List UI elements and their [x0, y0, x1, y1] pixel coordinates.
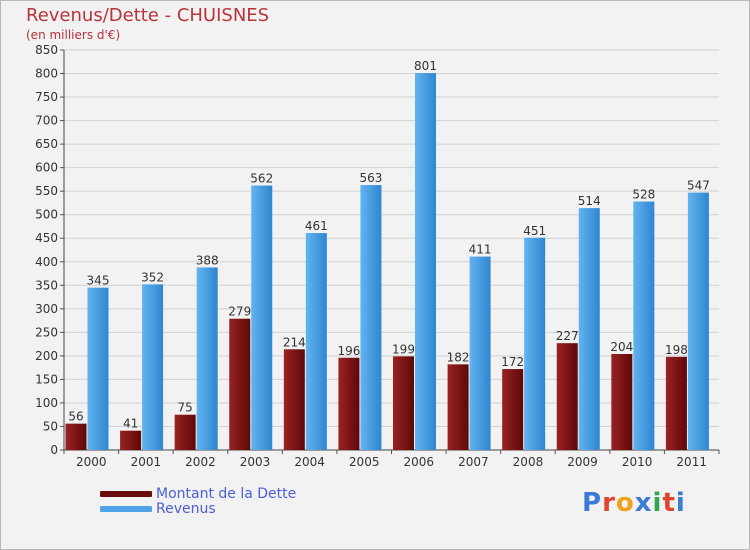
legend-label-dette: Montant de la Dette: [156, 485, 297, 502]
x-tick-label: 2009: [567, 455, 598, 469]
data-label-dette: 227: [556, 329, 579, 343]
data-label-dette: 75: [178, 401, 193, 415]
bar-dette: [665, 356, 687, 450]
y-tick-label: 50: [43, 419, 58, 433]
data-label-dette: 198: [665, 343, 688, 357]
logo-letter: r: [602, 488, 616, 518]
legend-item-revenus: Revenus: [100, 500, 296, 517]
y-tick-label: 200: [35, 349, 58, 363]
data-label-revenus: 461: [305, 219, 328, 233]
x-tick-label: 2000: [76, 455, 107, 469]
x-tick-label: 2001: [131, 455, 162, 469]
logo-letter: P: [582, 488, 603, 518]
y-tick-label: 100: [35, 396, 58, 410]
data-label-dette: 204: [610, 340, 633, 354]
x-tick-label: 2008: [513, 455, 544, 469]
y-tick-label: 400: [35, 255, 58, 269]
x-tick-label: 2010: [622, 455, 653, 469]
bar-dette: [65, 423, 87, 450]
data-label-dette: 182: [447, 350, 470, 364]
logo-letter: t: [662, 488, 676, 518]
data-label-dette: 199: [392, 342, 415, 356]
proxiti-logo[interactable]: Proxiti: [582, 488, 686, 518]
legend-swatch-dette: [100, 490, 152, 497]
data-label-revenus: 547: [687, 179, 710, 193]
logo-letter: x: [634, 488, 653, 518]
bar-dette: [393, 356, 414, 450]
bar-revenus: [415, 73, 436, 450]
chart-title: Revenus/Dette - CHUISNES: [26, 5, 270, 26]
bar-dette: [229, 318, 251, 450]
data-label-dette: 56: [68, 410, 83, 424]
bar-dette: [556, 343, 578, 450]
logo-letter: i: [675, 488, 686, 518]
chart-subtitle: (en milliers d'€): [26, 28, 121, 42]
y-tick-label: 650: [35, 137, 58, 151]
x-tick-label: 2002: [185, 455, 216, 469]
y-tick-label: 850: [35, 43, 58, 57]
y-tick-label: 750: [35, 90, 58, 104]
bar-revenus: [360, 185, 382, 450]
data-label-revenus: 801: [414, 59, 437, 73]
y-tick-label: 700: [35, 114, 58, 128]
x-tick-label: 2007: [458, 455, 489, 469]
data-label-dette: 196: [337, 344, 360, 358]
bar-revenus: [87, 287, 109, 450]
bar-revenus: [251, 185, 273, 450]
legend-label-revenus: Revenus: [156, 500, 216, 517]
x-tick-label: 2003: [240, 455, 271, 469]
bar-revenus: [196, 267, 218, 450]
bar-revenus: [142, 284, 164, 450]
legend-swatch-revenus: [100, 505, 152, 512]
bar-dette: [283, 349, 305, 450]
data-label-revenus: 345: [87, 274, 110, 288]
data-label-dette: 41: [123, 417, 138, 431]
y-tick-label: 250: [35, 325, 58, 339]
data-label-revenus: 563: [359, 171, 382, 185]
logo-letter: o: [615, 488, 635, 518]
data-label-revenus: 352: [141, 270, 164, 284]
y-tick-label: 150: [35, 372, 58, 386]
data-label-revenus: 451: [523, 224, 546, 238]
x-tick-label: 2005: [349, 455, 380, 469]
y-tick-label: 550: [35, 184, 58, 198]
x-tick-label: 2004: [294, 455, 325, 469]
legend: Montant de la Dette Revenus: [100, 485, 297, 517]
legend-item-dette: Montant de la Dette: [100, 485, 297, 502]
logo-letter: i: [652, 488, 663, 518]
y-tick-label: 600: [35, 161, 58, 175]
bar-dette: [611, 354, 633, 450]
data-label-revenus: 514: [578, 194, 601, 208]
y-tick-label: 350: [35, 278, 58, 292]
bar-dette: [174, 414, 196, 450]
data-label-revenus: 528: [632, 188, 655, 202]
y-tick-label: 300: [35, 302, 58, 316]
x-tick-label: 2011: [676, 455, 707, 469]
plot-area: [64, 50, 719, 450]
y-tick-label: 500: [35, 208, 58, 222]
bar-dette: [502, 369, 524, 450]
data-label-revenus: 388: [196, 253, 219, 267]
bar-dette: [120, 430, 142, 450]
y-tick-label: 450: [35, 231, 58, 245]
y-tick-label: 800: [35, 67, 58, 81]
data-label-dette: 279: [228, 305, 251, 319]
bar-revenus: [578, 208, 600, 450]
data-label-dette: 172: [501, 355, 524, 369]
bar-revenus: [633, 201, 655, 450]
x-tick-label: 2006: [404, 455, 435, 469]
data-label-revenus: 411: [469, 243, 492, 257]
bar-revenus: [305, 233, 327, 450]
bar-revenus: [524, 237, 546, 450]
bar-revenus: [469, 256, 491, 450]
bar-dette: [338, 357, 360, 450]
data-label-dette: 214: [283, 335, 306, 349]
data-label-revenus: 562: [250, 172, 273, 186]
y-tick-label: 0: [50, 443, 58, 457]
bar-revenus: [687, 192, 709, 450]
bar-dette: [447, 364, 469, 450]
